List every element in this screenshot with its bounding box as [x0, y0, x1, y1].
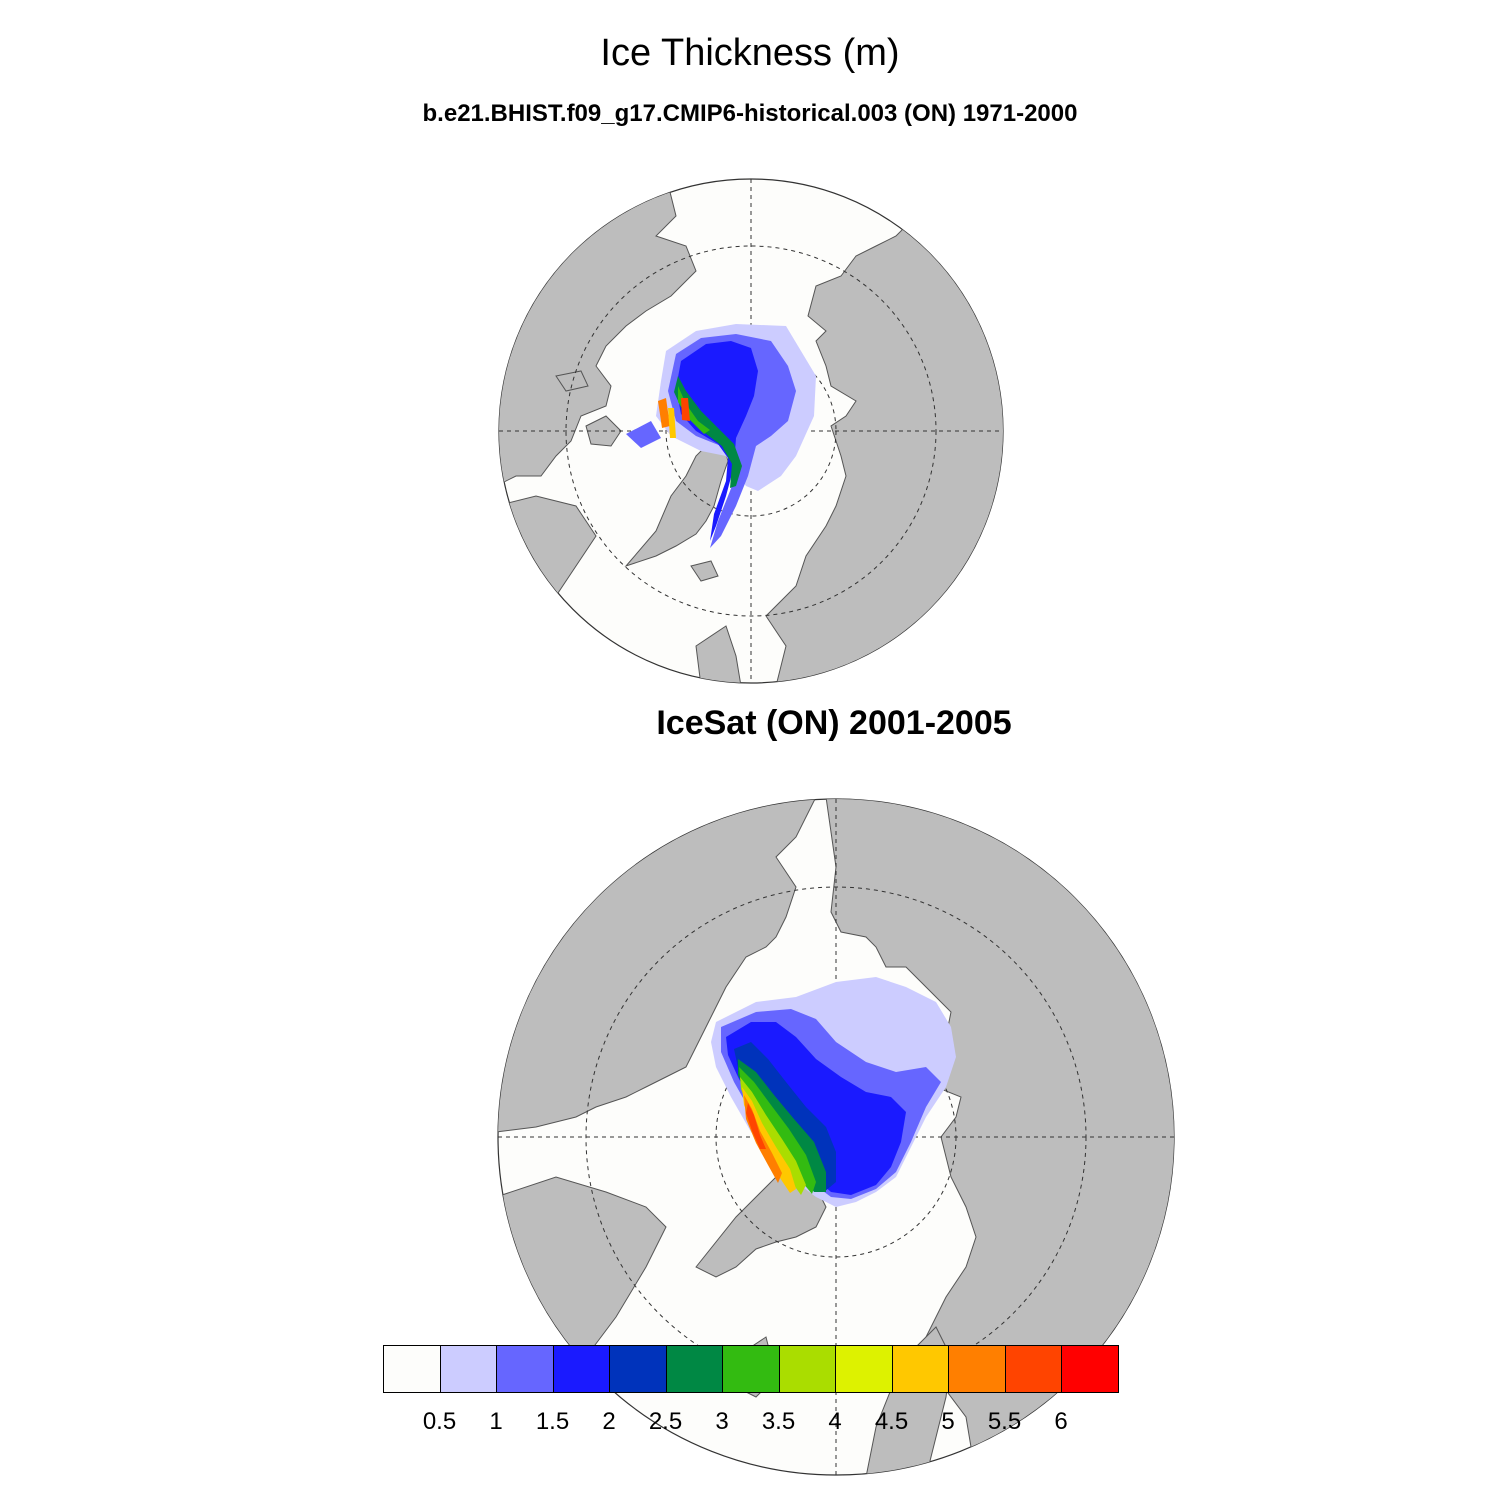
colorbar-label: 2.5: [648, 1408, 683, 1435]
colorbar-box: [552, 1345, 610, 1393]
land-archipelago: [555, 370, 622, 447]
colorbar-label: 0.5: [422, 1408, 457, 1435]
colorbar-box: [1004, 1345, 1062, 1393]
colorbar-label: 3: [715, 1408, 729, 1435]
colorbar-label: 1: [489, 1408, 503, 1435]
colorbar-box: [948, 1345, 1006, 1393]
land-greenland-2: [695, 1166, 827, 1278]
colorbar-label: 5.5: [987, 1408, 1022, 1435]
colorbar-box: [722, 1345, 780, 1393]
colorbar: 0.5 1 1.5 2 2.5 3 3.5 4 4.5 5 5.5 6: [383, 1345, 1119, 1435]
colorbar-box: [665, 1345, 723, 1393]
colorbar-label: 1.5: [535, 1408, 570, 1435]
colorbar-label: 5: [941, 1408, 955, 1435]
model-ice-map: [498, 178, 1004, 684]
sea-ice-model: [626, 324, 816, 548]
colorbar-box: [891, 1345, 949, 1393]
colorbar-box: [835, 1345, 893, 1393]
colorbar-box: [383, 1345, 441, 1393]
panel1-subtitle: b.e21.BHIST.f09_g17.CMIP6-historical.003…: [422, 100, 1078, 127]
colorbar-box: [439, 1345, 497, 1393]
colorbar-label: 3.5: [761, 1408, 796, 1435]
panel2-title: IceSat (ON) 2001-2005: [656, 704, 1012, 742]
colorbar-label: 4: [828, 1408, 842, 1435]
colorbar-box: [496, 1345, 554, 1393]
colorbar-label: 6: [1054, 1408, 1068, 1435]
land-asia-top: [825, 799, 1174, 1475]
colorbar-box: [778, 1345, 836, 1393]
land-iceland: [690, 560, 719, 582]
figure-title: Ice Thickness (m): [600, 32, 900, 74]
colorbar-label: 4.5: [874, 1408, 909, 1435]
colorbar-box: [609, 1345, 667, 1393]
colorbar-box: [1061, 1345, 1119, 1393]
colorbar-label: 2: [602, 1408, 616, 1435]
sea-ice-observed: [711, 977, 956, 1207]
